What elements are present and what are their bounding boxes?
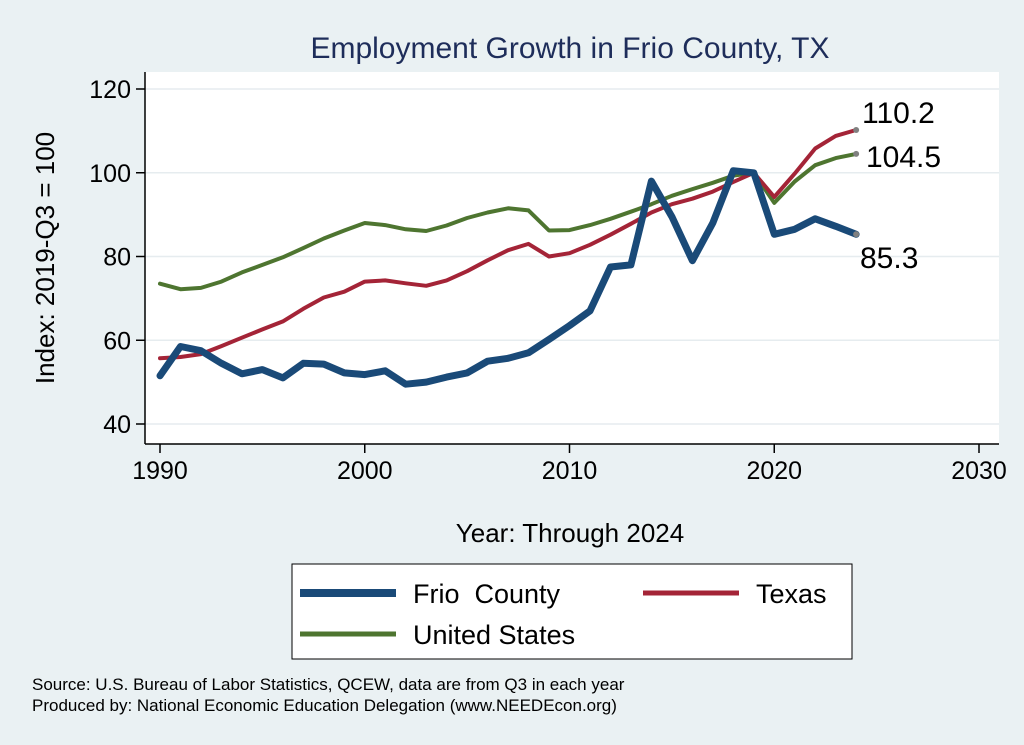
source-text: Source: U.S. Bureau of Labor Statistics,… bbox=[32, 675, 625, 694]
plot-background bbox=[145, 72, 999, 444]
legend-label: United States bbox=[413, 620, 575, 650]
producer-text: Produced by: National Economic Education… bbox=[32, 696, 617, 715]
y-tick-label: 40 bbox=[103, 411, 131, 439]
x-tick-label: 2020 bbox=[746, 457, 802, 485]
end-value-label: 85.3 bbox=[860, 242, 918, 275]
end-value-label: 110.2 bbox=[862, 97, 935, 130]
y-tick-label: 100 bbox=[89, 160, 131, 188]
legend-label: Texas bbox=[756, 579, 827, 609]
y-tick-label: 80 bbox=[103, 244, 131, 272]
y-tick-label: 120 bbox=[89, 76, 131, 104]
series-line-texas bbox=[158, 128, 859, 361]
series-end-marker bbox=[853, 231, 860, 238]
y-tick-label: 60 bbox=[103, 327, 131, 355]
end-value-label: 104.5 bbox=[866, 141, 941, 174]
legend-label: Frio County bbox=[413, 579, 561, 609]
legend-box bbox=[291, 563, 853, 660]
series-group bbox=[156, 127, 860, 388]
legend: Frio County Texas United States bbox=[291, 563, 853, 660]
x-tick-label: 2000 bbox=[337, 457, 393, 485]
y-axis-title: Index: 2019-Q3 = 100 bbox=[30, 132, 60, 384]
x-tick-label: 1990 bbox=[132, 457, 188, 485]
axes: 40 60 80 100 120 1990 2000 2010 2020 2030 bbox=[89, 72, 1007, 485]
x-tick-label: 2010 bbox=[542, 457, 598, 485]
series-end-marker bbox=[853, 150, 860, 157]
chart-title: Employment Growth in Frio County, TX bbox=[310, 32, 829, 65]
x-tick-label: 2030 bbox=[951, 457, 1007, 485]
x-axis-title: Year: Through 2024 bbox=[456, 518, 684, 548]
end-labels: 85.3 110.2 104.5 bbox=[860, 97, 941, 275]
series-line-frio-county bbox=[156, 167, 860, 388]
series-end-marker bbox=[853, 127, 860, 134]
